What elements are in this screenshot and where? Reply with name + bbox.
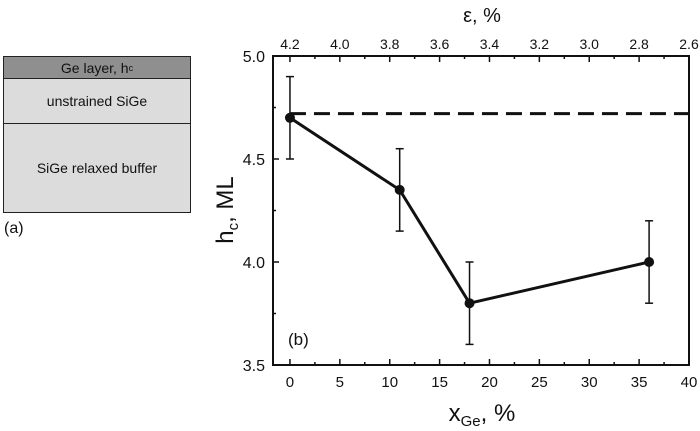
top-x-tick-label: 2.8	[629, 36, 649, 52]
data-point-marker	[644, 257, 655, 267]
top-x-tick-label: 3.0	[580, 36, 600, 52]
x-tick-label: 25	[531, 374, 548, 391]
x-tick-label: 35	[631, 374, 648, 391]
top-x-tick-label: 3.2	[530, 36, 550, 52]
unstrained-sige-label: unstrained SiGe	[46, 93, 148, 109]
relaxed-buffer-label: SiGe relaxed buffer	[36, 160, 158, 176]
x-tick-label: 5	[336, 374, 344, 391]
panel-a-label: (a)	[4, 220, 24, 237]
unstrained-sige-layer: unstrained SiGe	[4, 79, 190, 124]
x-tick-label: 10	[381, 374, 398, 391]
x-axis-title: xGe, %	[449, 400, 516, 430]
data-line	[289, 116, 650, 305]
panel-b-label: (b)	[288, 330, 309, 349]
x-tick-label: 40	[681, 374, 698, 391]
data-point-marker	[464, 298, 475, 309]
x-tick-label: 20	[481, 374, 498, 391]
y-tick-label: 4.5	[243, 152, 265, 169]
top-x-tick-label: 4.2	[280, 36, 300, 52]
top-x-tick-label: 3.6	[430, 36, 450, 52]
x-tick-label: 15	[431, 374, 448, 391]
data-point-marker	[284, 112, 295, 123]
top-x-tick-label: 3.4	[480, 36, 500, 52]
top-axis-title: ε, %	[463, 5, 501, 27]
plot-frame	[272, 55, 690, 366]
top-x-tick-label: 3.8	[380, 36, 400, 52]
relaxed-buffer-layer: SiGe relaxed buffer	[4, 124, 190, 212]
y-tick-label: 3.5	[243, 358, 265, 375]
top-x-tick-label: 2.6	[679, 36, 699, 52]
ge-layer-subscript: c	[128, 62, 134, 73]
y-tick-label: 5.0	[243, 49, 265, 66]
data-point-marker	[394, 184, 405, 195]
x-tick-label: 0	[286, 374, 294, 391]
x-tick-label: 30	[581, 374, 598, 391]
y-axis-title: hc, ML	[212, 176, 242, 244]
ge-layer-label: Ge layer, h	[60, 59, 129, 76]
top-x-tick-label: 4.0	[330, 36, 350, 52]
y-tick-label: 4.0	[243, 255, 265, 272]
